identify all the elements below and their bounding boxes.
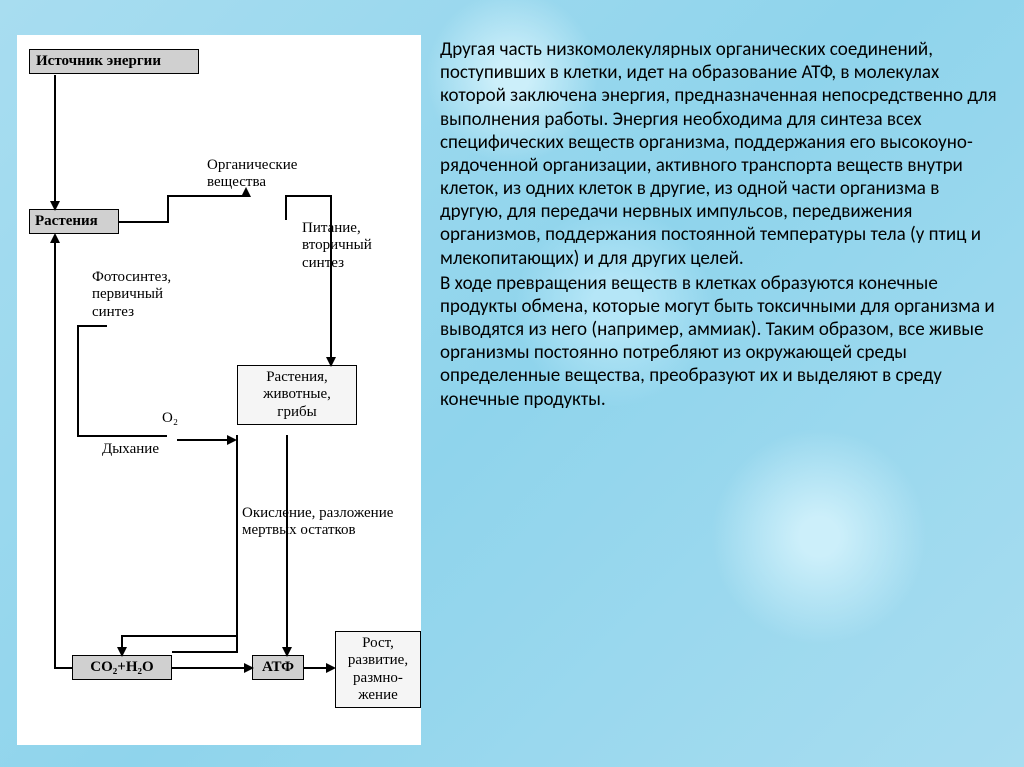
edge	[54, 75, 56, 205]
edge	[167, 195, 245, 197]
arrowhead-right-icon	[244, 663, 254, 673]
edge	[236, 435, 238, 651]
edge	[330, 195, 332, 361]
node-source: Источник энергии	[29, 49, 199, 74]
paragraph-1: Другая часть низкомолекулярных органичес…	[440, 38, 1000, 270]
edge	[121, 635, 236, 637]
edge	[177, 439, 229, 441]
edge	[77, 435, 167, 437]
arrowhead-right-icon	[326, 663, 336, 673]
paragraph-2: В ходе превращения веществ в клетках обр…	[440, 272, 1000, 411]
label-organic: Органические вещества	[207, 157, 297, 192]
node-co2h2o: CO₂+H₂O	[72, 655, 172, 680]
arrowhead-up-icon	[50, 233, 60, 243]
edge	[172, 651, 238, 653]
edge	[285, 195, 287, 220]
body-text: Другая часть низкомолекулярных органичес…	[440, 38, 1000, 413]
edge	[167, 195, 169, 223]
label-breath: Дыхание	[102, 441, 159, 458]
edge	[119, 221, 169, 223]
label-o2: O₂	[162, 410, 178, 427]
slide-background: Источник энергии Растения Растения, живо…	[0, 0, 1024, 767]
edge	[54, 235, 56, 667]
edge	[172, 667, 250, 669]
label-photo: Фотосинтез, первичный синтез	[92, 269, 171, 321]
edge	[286, 435, 288, 651]
arrowhead-down-icon	[282, 647, 292, 657]
diagram-panel: Источник энергии Растения Растения, живо…	[17, 35, 421, 745]
edge	[285, 195, 330, 197]
edge	[54, 667, 72, 669]
edge	[77, 325, 107, 327]
label-oxid: Окисление, разложение мертвых остатков	[242, 505, 393, 540]
arrowhead-down-icon	[326, 357, 336, 367]
edge	[77, 325, 79, 435]
node-atp: АТФ	[252, 655, 304, 680]
flow-diagram: Источник энергии Растения Растения, живо…	[17, 35, 421, 745]
node-organisms: Растения, животные, грибы	[237, 365, 357, 425]
edge	[121, 635, 123, 653]
node-result: Рост, развитие, размно- жение	[335, 631, 421, 708]
node-plants: Растения	[29, 209, 119, 234]
label-nutrition: Питание, вторичный синтез	[302, 220, 372, 272]
arrowhead-down-icon	[50, 201, 60, 211]
arrowhead-up-icon	[241, 187, 251, 197]
